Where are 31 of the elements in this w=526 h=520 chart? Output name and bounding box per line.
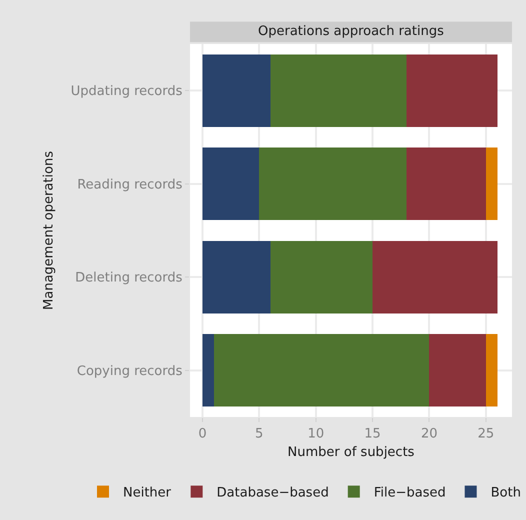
y-axis-title: Management operations (42, 150, 57, 310)
legend-label: File−based (374, 486, 446, 501)
bar (202, 240, 270, 314)
bar (202, 148, 260, 220)
bar (486, 334, 498, 407)
bar (486, 148, 498, 220)
chart-title: Operations approach ratings (258, 24, 444, 39)
legend-label: Database−based (216, 486, 329, 501)
x-tick-label: 5 (255, 426, 264, 442)
bar (372, 240, 498, 314)
bar (202, 334, 214, 407)
bar (270, 54, 407, 127)
x-tick-label: 20 (420, 426, 438, 442)
x-tick-label: 10 (308, 426, 324, 442)
legend-label: Both (490, 486, 521, 501)
bar (202, 54, 270, 127)
y-tick-label: Updating records (70, 84, 183, 100)
x-axis-title: Number of subjects (288, 445, 415, 460)
x-tick-label: 15 (364, 426, 381, 442)
bar (259, 148, 407, 220)
x-tick-label: 25 (478, 426, 494, 442)
x-tick-label: 0 (198, 426, 207, 442)
y-tick-label: Deleting records (75, 270, 183, 286)
bar (214, 334, 430, 407)
y-tick-label: Reading records (77, 177, 183, 192)
bar (270, 240, 373, 314)
bar (406, 148, 486, 220)
legend-label: Neither (123, 486, 172, 501)
bar (406, 54, 498, 127)
y-tick-label: Copying records (76, 364, 183, 379)
bar (429, 334, 486, 407)
